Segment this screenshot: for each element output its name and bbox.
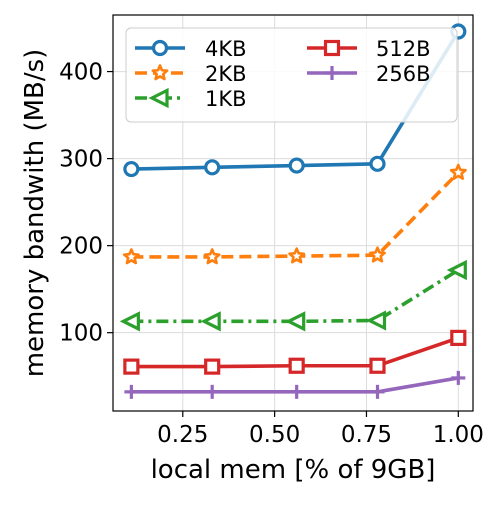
series-layer — [119, 23, 467, 399]
data-point-marker — [451, 370, 466, 385]
data-point-marker — [200, 311, 221, 332]
data-point-marker — [204, 358, 221, 375]
data-point-marker — [288, 247, 306, 264]
data-point-marker — [369, 357, 386, 374]
ticks: 0.25 0.50 0.75 1.00 100 200 300 400 — [59, 60, 484, 448]
x-axis-label: local mem [% of 9GB] — [151, 455, 436, 485]
legend-entry-1KB: 1KB — [135, 87, 247, 111]
legend-box — [125, 27, 458, 123]
data-point-marker — [449, 163, 467, 180]
y-tick-label: 200 — [59, 234, 103, 260]
legend-label: 4KB — [205, 37, 247, 61]
data-point-marker — [123, 358, 140, 375]
data-point-marker — [123, 160, 140, 178]
y-tick-label: 100 — [59, 321, 103, 347]
data-point-marker — [450, 329, 467, 346]
data-point-marker — [203, 248, 221, 265]
data-point-marker — [446, 259, 467, 281]
legend-marker — [325, 66, 339, 80]
plot-frame — [112, 14, 474, 412]
series-1KB — [119, 259, 467, 332]
data-point-marker — [288, 157, 305, 174]
data-point-marker — [119, 311, 140, 332]
data-point-marker — [204, 159, 221, 176]
legend-label: 256B — [376, 62, 431, 86]
data-point-marker — [365, 310, 387, 331]
data-point-marker — [285, 311, 306, 332]
series-256B — [124, 370, 466, 399]
x-tick-label: 1.00 — [433, 422, 484, 448]
series-2KB — [122, 163, 467, 265]
legend-entry-2KB: 2KB — [135, 62, 247, 86]
legend-entry-4KB: 4KB — [135, 37, 247, 61]
data-point-marker — [122, 248, 140, 265]
legend-marker — [151, 39, 169, 57]
legend-marker — [323, 39, 341, 57]
data-point-marker — [205, 384, 220, 399]
y-tick-label: 400 — [59, 60, 103, 86]
legend-entry-512B: 512B — [307, 37, 431, 61]
data-point-marker — [124, 384, 139, 399]
x-tick-label: 0.25 — [157, 422, 208, 448]
series-line — [131, 268, 460, 324]
series-512B — [123, 329, 467, 375]
data-point-marker — [288, 357, 305, 374]
legend-marker — [151, 64, 169, 81]
legend-label: 1KB — [205, 87, 247, 111]
x-tick-label: 0.50 — [249, 422, 300, 448]
legend-label: 2KB — [205, 62, 247, 86]
legend-entry-256B: 256B — [307, 62, 431, 86]
x-tick-label: 0.75 — [341, 422, 392, 448]
legend-marker — [148, 87, 169, 109]
legend-label: 512B — [376, 37, 431, 61]
y-tick-label: 300 — [59, 147, 103, 173]
data-point-marker — [369, 246, 386, 263]
data-point-marker — [370, 384, 385, 399]
data-point-marker — [289, 384, 304, 399]
data-point-marker — [369, 155, 386, 172]
y-axis-label: memory bandwith (MB/s) — [20, 49, 50, 378]
